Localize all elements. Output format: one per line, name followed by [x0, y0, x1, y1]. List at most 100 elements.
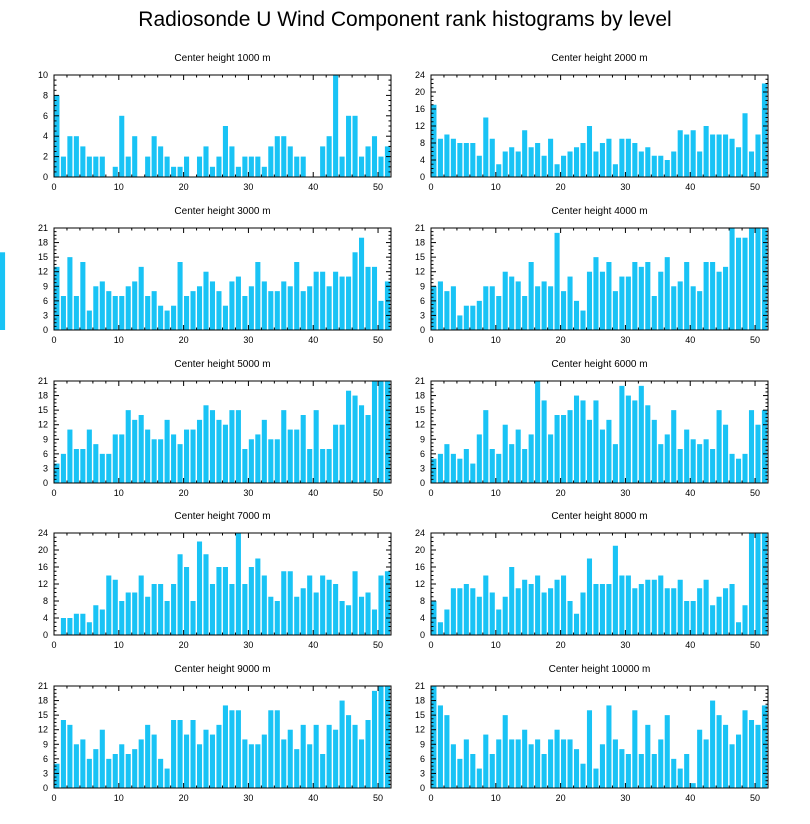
bar [67, 618, 73, 635]
y-tick-label: 8 [420, 596, 425, 606]
bar [573, 300, 580, 330]
bar [151, 136, 157, 177]
bar [651, 155, 657, 177]
bar [158, 758, 164, 788]
bar [710, 134, 716, 177]
bar [638, 151, 644, 177]
bar [651, 419, 657, 483]
panel-title: Center height 8000 m [551, 511, 647, 522]
bar [54, 763, 60, 788]
x-tick-label: 20 [179, 335, 189, 345]
bar [723, 424, 729, 483]
bar [638, 754, 644, 788]
x-tick-label: 10 [114, 488, 124, 498]
bar [190, 601, 196, 635]
bar [158, 584, 164, 635]
bar [378, 381, 384, 483]
bar [281, 281, 287, 330]
bar [437, 622, 443, 635]
bar [677, 768, 683, 788]
bar [502, 151, 508, 177]
x-tick-label: 0 [428, 640, 433, 650]
bar [729, 228, 735, 330]
x-tick-label: 50 [373, 488, 383, 498]
x-tick-label: 0 [428, 793, 433, 803]
x-tick-label: 40 [308, 182, 318, 192]
x-tick-label: 10 [114, 182, 124, 192]
bar [346, 715, 352, 788]
bar [326, 136, 332, 177]
y-tick-label: 16 [415, 104, 425, 114]
bar [300, 415, 306, 483]
x-tick-label: 50 [750, 488, 760, 498]
bar [229, 146, 235, 177]
bar [742, 237, 748, 330]
bar [729, 744, 735, 788]
bar [690, 439, 696, 483]
bar [184, 734, 190, 788]
y-tick-label: 21 [38, 376, 48, 386]
bar [502, 424, 508, 483]
bar [522, 130, 528, 177]
bar [209, 584, 216, 635]
bar [522, 729, 528, 788]
bar [619, 276, 625, 330]
bar [190, 291, 196, 330]
bar [125, 156, 131, 177]
x-tick-label: 30 [620, 182, 630, 192]
y-tick-label: 0 [420, 325, 425, 335]
bar [599, 271, 605, 330]
bar [612, 291, 618, 330]
bar [222, 705, 228, 788]
bar [222, 424, 228, 483]
bar [164, 768, 170, 788]
bar [638, 584, 644, 635]
bar [222, 305, 228, 330]
bar [716, 134, 722, 177]
bar [73, 296, 79, 330]
y-tick-label: 0 [420, 478, 425, 488]
y-tick-label: 12 [415, 725, 425, 735]
bar [586, 558, 593, 635]
bar [606, 705, 612, 788]
bar [281, 410, 287, 483]
bar [106, 453, 112, 483]
bar [541, 155, 547, 177]
bar [677, 449, 683, 483]
bar [496, 453, 502, 483]
panel-title: Center height 4000 m [551, 206, 647, 217]
bar [450, 138, 456, 177]
chart-panel-2: Center height 2000 m 0 4 8 12 16 20 24 0 10 20 30 40… [415, 53, 769, 192]
bar [203, 405, 209, 483]
x-tick-label: 10 [491, 793, 501, 803]
x-tick-label: 20 [556, 640, 566, 650]
bar [138, 415, 144, 483]
bar [431, 104, 437, 177]
bar [352, 115, 358, 177]
bar [326, 579, 332, 635]
y-tick-label: 18 [415, 696, 425, 706]
chart-panel-10: Center height 10000 m 0 3 6 9 12 15 18 21 0 10 20 30… [415, 664, 769, 803]
bar [703, 739, 709, 788]
bar [287, 729, 293, 788]
bar [431, 286, 437, 330]
bar [463, 449, 469, 483]
bar [437, 138, 443, 177]
bar [60, 453, 66, 483]
bar [365, 266, 371, 330]
y-tick-label: 18 [415, 238, 425, 248]
x-tick-label: 10 [491, 640, 501, 650]
bar [333, 584, 339, 635]
bar [554, 579, 560, 635]
bar [606, 138, 612, 177]
bar [541, 281, 547, 330]
bar [158, 146, 164, 177]
y-tick-label: 0 [420, 783, 425, 793]
bar [476, 300, 482, 330]
bar [593, 257, 599, 330]
bar [320, 271, 326, 330]
bar [548, 286, 554, 330]
bar [554, 415, 560, 483]
y-tick-label: 24 [415, 528, 425, 538]
